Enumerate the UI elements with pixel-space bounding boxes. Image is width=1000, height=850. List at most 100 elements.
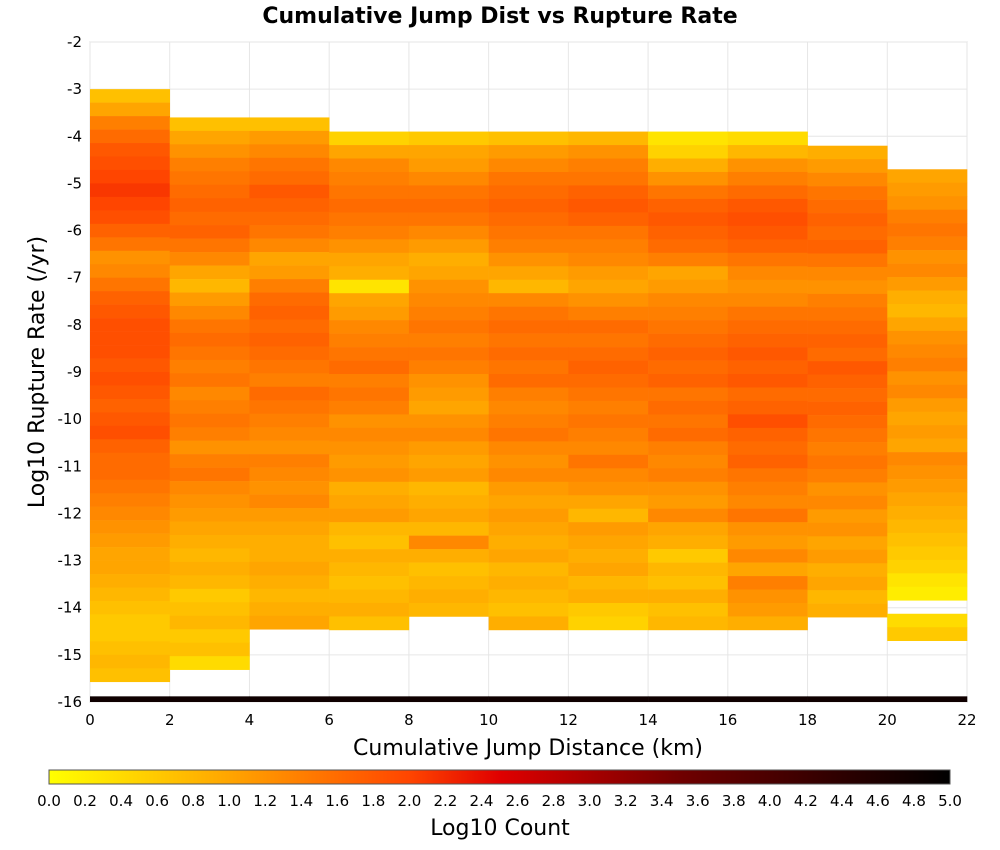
heatmap-cell bbox=[329, 333, 410, 348]
heatmap-cell bbox=[648, 293, 729, 307]
heatmap-cell bbox=[249, 386, 330, 401]
chart-title: Cumulative Jump Dist vs Rupture Rate bbox=[262, 4, 737, 29]
heatmap-cell bbox=[568, 198, 649, 213]
heatmap-cell bbox=[568, 535, 649, 550]
heatmap-cell bbox=[90, 479, 171, 494]
heatmap-cell bbox=[169, 494, 250, 509]
heatmap-cell bbox=[568, 347, 649, 361]
heatmap-cell bbox=[648, 481, 729, 496]
heatmap-cell bbox=[329, 454, 410, 469]
heatmap-cell bbox=[169, 373, 250, 388]
heatmap-cell bbox=[90, 237, 171, 252]
heatmap-cell bbox=[648, 198, 729, 213]
heatmap-cell bbox=[807, 522, 888, 537]
heatmap-cell bbox=[169, 130, 250, 145]
y-tick-label: -2 bbox=[67, 33, 82, 51]
heatmap-cell bbox=[169, 534, 250, 549]
x-tick-label: 10 bbox=[479, 711, 498, 729]
colorbar-tick-label: 4.6 bbox=[866, 792, 890, 810]
heatmap-cell bbox=[329, 481, 410, 496]
heatmap-cell bbox=[488, 454, 569, 469]
heatmap-cell bbox=[488, 495, 569, 509]
heatmap-cell bbox=[408, 522, 489, 536]
heatmap-cell bbox=[90, 331, 171, 346]
heatmap-cell bbox=[408, 400, 489, 415]
heatmap-cell bbox=[568, 522, 649, 536]
heatmap-cell bbox=[329, 293, 410, 307]
heatmap-cell bbox=[727, 562, 808, 577]
heatmap-cell bbox=[887, 411, 968, 426]
heatmap-cell bbox=[807, 307, 888, 322]
colorbar-tick-label: 4.8 bbox=[902, 792, 926, 810]
heatmap-cell bbox=[727, 306, 808, 321]
heatmap-cell bbox=[90, 358, 171, 373]
heatmap-cell bbox=[488, 198, 569, 213]
heatmap-cell bbox=[90, 466, 171, 481]
heatmap-cell bbox=[169, 144, 250, 159]
y-tick-label: -16 bbox=[58, 693, 83, 711]
heatmap-cell bbox=[249, 548, 330, 563]
heatmap-cell bbox=[249, 602, 330, 617]
heatmap-cell bbox=[807, 415, 888, 429]
heatmap-cell bbox=[249, 615, 330, 630]
heatmap-cell bbox=[807, 374, 888, 389]
heatmap-cell bbox=[727, 589, 808, 604]
heatmap-cell bbox=[408, 252, 489, 267]
heatmap-cell bbox=[568, 185, 649, 200]
heatmap-cell bbox=[249, 225, 330, 239]
heatmap-cell bbox=[488, 427, 569, 442]
colorbar-tick-label: 2.6 bbox=[506, 792, 530, 810]
heatmap-cell bbox=[887, 303, 968, 318]
heatmap-cell bbox=[727, 171, 808, 186]
heatmap-cell-bottom bbox=[329, 696, 410, 702]
heatmap-cell bbox=[90, 223, 171, 238]
y-tick-label: -15 bbox=[58, 646, 83, 664]
heatmap-cell bbox=[807, 334, 888, 349]
heatmap-cell bbox=[807, 361, 888, 375]
heatmap-cell bbox=[887, 209, 968, 224]
heatmap-cell bbox=[90, 520, 171, 534]
heatmap-cell bbox=[249, 252, 330, 266]
heatmap-cell bbox=[727, 427, 808, 442]
y-tick-label: -8 bbox=[67, 316, 82, 334]
heatmap-cell bbox=[807, 468, 888, 483]
heatmap-cell bbox=[329, 171, 410, 186]
heatmap-cell bbox=[329, 414, 410, 429]
heatmap-cell bbox=[727, 495, 808, 509]
heatmap-cell bbox=[169, 602, 250, 617]
heatmap-cell bbox=[887, 250, 968, 264]
heatmap-cell bbox=[727, 333, 808, 348]
x-tick-label: 0 bbox=[85, 711, 95, 729]
heatmap-cell bbox=[408, 495, 489, 509]
heatmap-cell bbox=[329, 239, 410, 254]
heatmap-cell bbox=[727, 602, 808, 617]
heatmap-cell bbox=[408, 306, 489, 321]
heatmap-cell bbox=[807, 495, 888, 510]
heatmap-cell-bottom bbox=[568, 696, 649, 702]
heatmap-cell bbox=[329, 252, 410, 267]
heatmap-cell bbox=[90, 116, 171, 130]
heatmap-cell bbox=[887, 532, 968, 547]
heatmap-cell bbox=[488, 576, 569, 590]
heatmap-cell bbox=[807, 239, 888, 254]
heatmap-cell bbox=[648, 414, 729, 429]
heatmap-cell bbox=[169, 292, 250, 307]
heatmap-cell bbox=[169, 225, 250, 239]
heatmap-cell bbox=[648, 374, 729, 388]
heatmap-cell bbox=[568, 171, 649, 186]
heatmap-cell bbox=[807, 442, 888, 456]
heatmap-cell bbox=[249, 413, 330, 428]
heatmap-cell bbox=[488, 508, 569, 523]
heatmap-cell bbox=[488, 266, 569, 281]
heatmap-cell bbox=[249, 373, 330, 388]
heatmap-cell bbox=[648, 508, 729, 523]
colorbar-tick-label: 3.6 bbox=[686, 792, 710, 810]
heatmap-cell bbox=[648, 212, 729, 227]
heatmap-cell bbox=[329, 198, 410, 213]
heatmap-cell bbox=[568, 360, 649, 375]
heatmap-cell bbox=[887, 357, 968, 372]
heatmap-cell bbox=[887, 182, 968, 197]
heatmap-cell bbox=[169, 656, 250, 670]
heatmap-cell bbox=[887, 223, 968, 237]
heatmap-cell bbox=[807, 159, 888, 173]
